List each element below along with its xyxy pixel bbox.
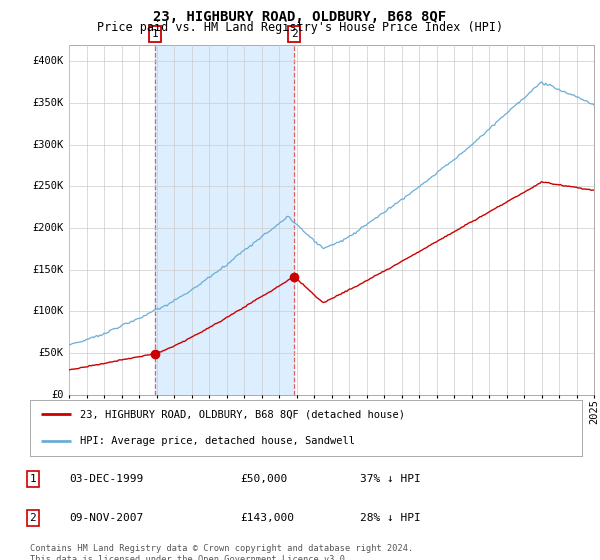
Text: £250K: £250K xyxy=(32,181,64,192)
Text: £100K: £100K xyxy=(32,306,64,316)
Text: Price paid vs. HM Land Registry's House Price Index (HPI): Price paid vs. HM Land Registry's House … xyxy=(97,21,503,34)
Text: £300K: £300K xyxy=(32,140,64,150)
Text: 2: 2 xyxy=(291,29,298,39)
Text: 23, HIGHBURY ROAD, OLDBURY, B68 8QF: 23, HIGHBURY ROAD, OLDBURY, B68 8QF xyxy=(154,10,446,24)
Text: 1: 1 xyxy=(29,474,37,484)
Text: 09-NOV-2007: 09-NOV-2007 xyxy=(69,513,143,523)
Text: HPI: Average price, detached house, Sandwell: HPI: Average price, detached house, Sand… xyxy=(80,436,355,446)
Text: £350K: £350K xyxy=(32,98,64,108)
Text: 2: 2 xyxy=(29,513,37,523)
Text: 28% ↓ HPI: 28% ↓ HPI xyxy=(360,513,421,523)
Text: 23, HIGHBURY ROAD, OLDBURY, B68 8QF (detached house): 23, HIGHBURY ROAD, OLDBURY, B68 8QF (det… xyxy=(80,409,404,419)
Text: 37% ↓ HPI: 37% ↓ HPI xyxy=(360,474,421,484)
Text: £143,000: £143,000 xyxy=(240,513,294,523)
Text: £200K: £200K xyxy=(32,223,64,233)
Text: £150K: £150K xyxy=(32,265,64,275)
Text: £50,000: £50,000 xyxy=(240,474,287,484)
Text: 1: 1 xyxy=(152,29,158,39)
Text: £400K: £400K xyxy=(32,57,64,67)
Text: 03-DEC-1999: 03-DEC-1999 xyxy=(69,474,143,484)
Text: Contains HM Land Registry data © Crown copyright and database right 2024.
This d: Contains HM Land Registry data © Crown c… xyxy=(30,544,413,560)
Bar xyxy=(155,45,294,395)
Text: £0: £0 xyxy=(51,390,64,400)
Text: £50K: £50K xyxy=(38,348,64,358)
